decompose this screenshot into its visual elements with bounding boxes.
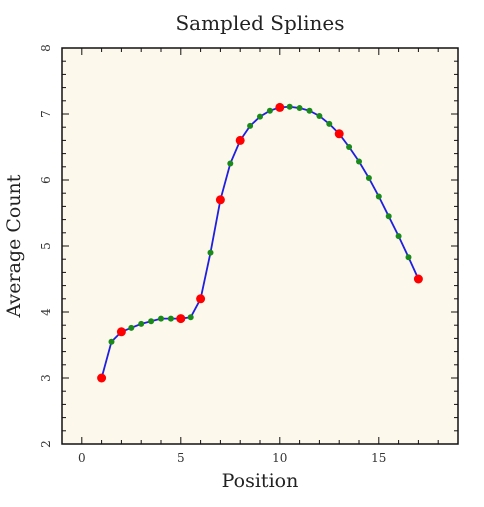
sample-point xyxy=(385,213,392,220)
knot-point xyxy=(215,195,225,205)
sample-point xyxy=(167,315,174,322)
tick-labels: 0 5 10 15 2 3 4 5 6 7 8 xyxy=(39,44,386,465)
x-axis-label: Position xyxy=(222,470,299,492)
knot-point xyxy=(116,327,126,337)
chart-title: Sampled Splines xyxy=(175,11,344,35)
sample-point xyxy=(158,315,164,322)
sample-point xyxy=(296,105,303,112)
knot-point xyxy=(413,274,423,284)
y-tick-label: 8 xyxy=(39,44,53,52)
sample-point xyxy=(128,324,135,331)
y-tick-label: 6 xyxy=(39,176,53,184)
y-tick-label: 7 xyxy=(39,110,53,118)
y-axis-label: Average Count xyxy=(3,174,25,318)
knot-point xyxy=(176,314,186,324)
sample-point xyxy=(247,122,254,129)
y-tick-label: 5 xyxy=(39,242,53,250)
sample-point xyxy=(405,254,412,261)
x-tick-label: 10 xyxy=(272,451,287,465)
knot-point xyxy=(235,135,245,145)
series-layer xyxy=(97,102,423,383)
sample-point xyxy=(316,112,323,119)
sample-point xyxy=(356,158,362,165)
y-tick-label: 4 xyxy=(39,308,53,316)
sample-point xyxy=(227,160,234,167)
sample-point xyxy=(187,314,194,321)
sample-point xyxy=(148,318,155,325)
sample-point xyxy=(257,113,263,120)
knot-point xyxy=(196,294,206,304)
knot-point xyxy=(334,129,344,139)
plot-background xyxy=(62,48,458,444)
x-tick-label: 5 xyxy=(177,451,185,465)
y-tick-label: 3 xyxy=(39,374,53,382)
sample-point xyxy=(266,107,273,114)
plot-frame xyxy=(61,47,459,445)
sample-point xyxy=(207,249,214,256)
sample-point xyxy=(395,233,402,240)
sample-point xyxy=(286,103,293,110)
x-tick-label: 15 xyxy=(371,451,386,465)
knot-point xyxy=(97,373,107,383)
sample-point xyxy=(375,193,382,200)
sample-point xyxy=(346,144,353,150)
x-tick-label: 0 xyxy=(78,451,86,465)
y-tick-label: 2 xyxy=(39,440,53,448)
sample-point xyxy=(365,175,372,182)
knot-point xyxy=(275,102,285,112)
sample-point xyxy=(138,320,145,327)
sample-point xyxy=(108,338,115,345)
sample-point xyxy=(306,107,313,114)
sample-point xyxy=(326,120,333,127)
